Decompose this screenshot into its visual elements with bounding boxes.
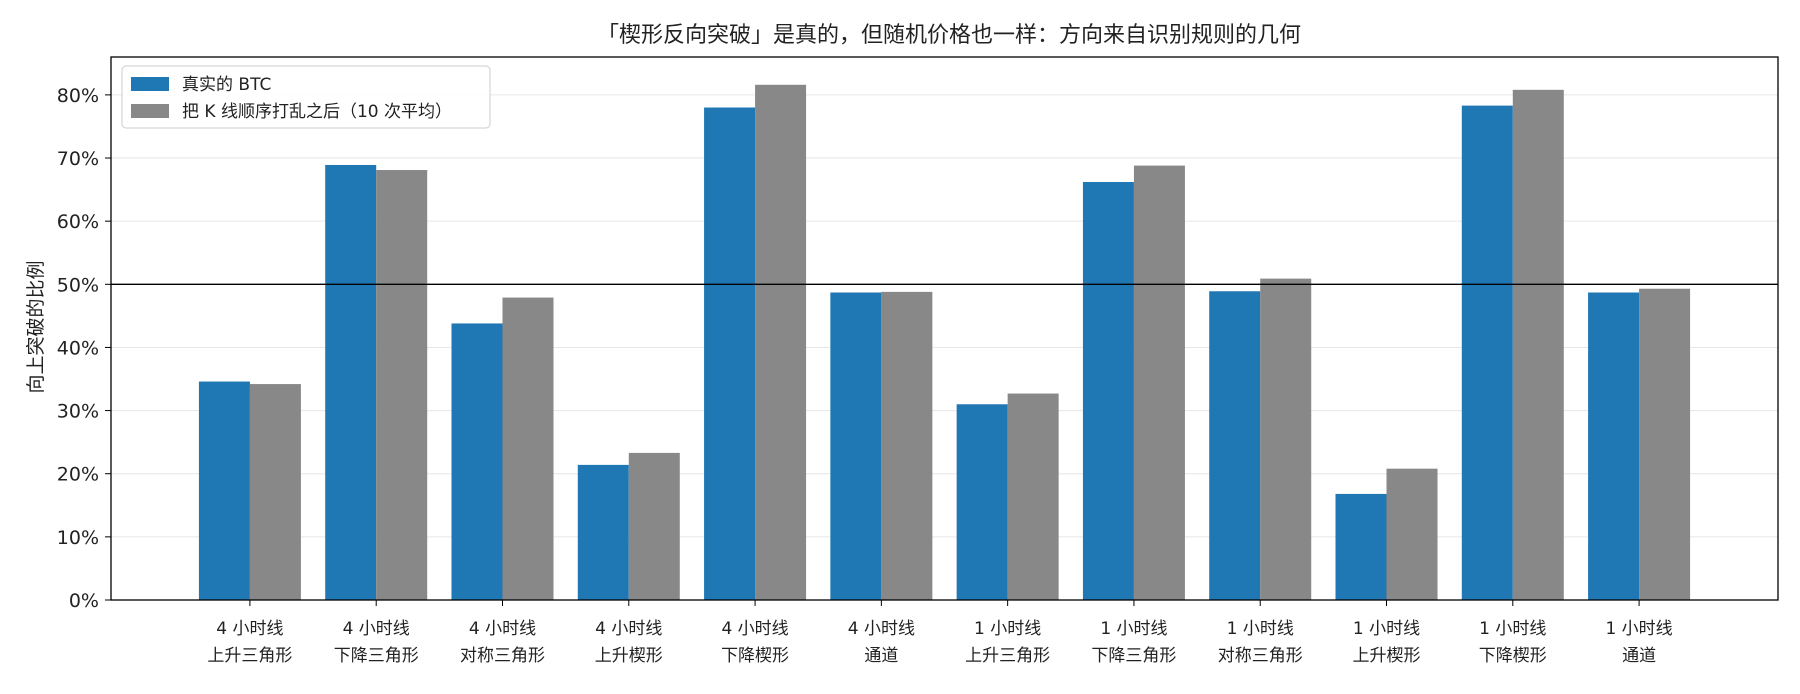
x-tick-label: 4 小时线 <box>343 619 410 639</box>
bar-shuffled <box>502 297 554 600</box>
x-tick-label: 1 小时线 <box>1100 619 1167 639</box>
y-tick-label: 80% <box>57 85 99 107</box>
x-tick-label: 上升三角形 <box>207 646 292 666</box>
x-tick-label: 1 小时线 <box>1605 619 1672 639</box>
x-tick-label: 4 小时线 <box>848 619 915 639</box>
bar-btc <box>830 292 882 600</box>
y-tick-label: 30% <box>57 401 99 423</box>
bar-btc <box>704 107 756 600</box>
x-tick-label: 4 小时线 <box>216 619 283 639</box>
bar-shuffled <box>881 291 933 600</box>
x-tick-label: 4 小时线 <box>721 619 788 639</box>
x-tick-label: 1 小时线 <box>1479 619 1546 639</box>
bar-shuffled <box>628 452 680 600</box>
bar-shuffled <box>1007 393 1059 600</box>
legend-box <box>121 65 491 129</box>
bar-shuffled <box>1133 165 1185 600</box>
x-tick-label: 对称三角形 <box>460 646 545 666</box>
x-tick-label: 1 小时线 <box>974 619 1041 639</box>
x-tick-label: 下降三角形 <box>334 646 419 666</box>
x-tick-label: 下降楔形 <box>721 646 789 666</box>
x-tick-label: 1 小时线 <box>1353 619 1420 639</box>
bar-btc <box>1082 182 1134 600</box>
chart-title: 「楔形反向突破」是真的，但随机价格也一样：方向来自识别规则的几何 <box>597 23 1301 48</box>
bar-shuffled <box>376 170 428 600</box>
bar-shuffled <box>1639 288 1691 600</box>
bars <box>198 84 1691 601</box>
x-tick-label: 通道 <box>1622 646 1656 666</box>
plot-frame <box>110 56 1779 601</box>
x-tick-label: 对称三角形 <box>1218 646 1303 666</box>
y-tick-label: 60% <box>57 211 99 233</box>
legend: 真实的 BTC 把 K 线顺序打乱之后（10 次平均） <box>121 65 491 129</box>
bar-btc <box>198 381 250 600</box>
legend-label-shuffled: 把 K 线顺序打乱之后（10 次平均） <box>182 102 452 122</box>
y-tick-label: 20% <box>57 464 99 486</box>
x-tick-label: 4 小时线 <box>595 619 662 639</box>
y-tick-label: 70% <box>57 148 99 170</box>
legend-swatch-shuffled <box>131 104 169 118</box>
x-tick-label: 下降楔形 <box>1479 646 1547 666</box>
bar-btc <box>1335 493 1387 600</box>
bar-shuffled <box>1512 89 1564 601</box>
y-axis-label: 向上突破的比例 <box>25 260 47 393</box>
x-tick-label: 上升楔形 <box>1353 646 1421 666</box>
x-tick-label: 上升楔形 <box>595 646 663 666</box>
y-tick-label: 10% <box>57 527 99 549</box>
bar-shuffled <box>1386 468 1438 600</box>
legend-label-btc: 真实的 BTC <box>182 75 271 95</box>
x-tick-label: 下降三角形 <box>1091 646 1176 666</box>
y-tick-label: 0% <box>69 590 99 612</box>
legend-swatch-btc <box>131 77 169 91</box>
axes <box>105 56 1779 606</box>
bar-btc <box>325 164 377 600</box>
bar-btc <box>1461 105 1513 601</box>
bar-shuffled <box>1260 278 1312 600</box>
bar-btc <box>956 404 1008 600</box>
x-tick-label: 上升三角形 <box>965 646 1050 666</box>
x-tick-label: 4 小时线 <box>469 619 536 639</box>
x-tick-label: 通道 <box>864 646 898 666</box>
bar-shuffled <box>249 384 301 600</box>
bar-btc <box>451 323 503 600</box>
y-tick-label: 40% <box>57 337 99 359</box>
y-tick-label: 50% <box>57 274 99 296</box>
bar-shuffled <box>755 84 807 601</box>
bar-btc <box>1209 291 1261 600</box>
x-tick-label: 1 小时线 <box>1227 619 1294 639</box>
bar-btc <box>577 464 629 600</box>
bar-btc <box>1588 292 1640 600</box>
